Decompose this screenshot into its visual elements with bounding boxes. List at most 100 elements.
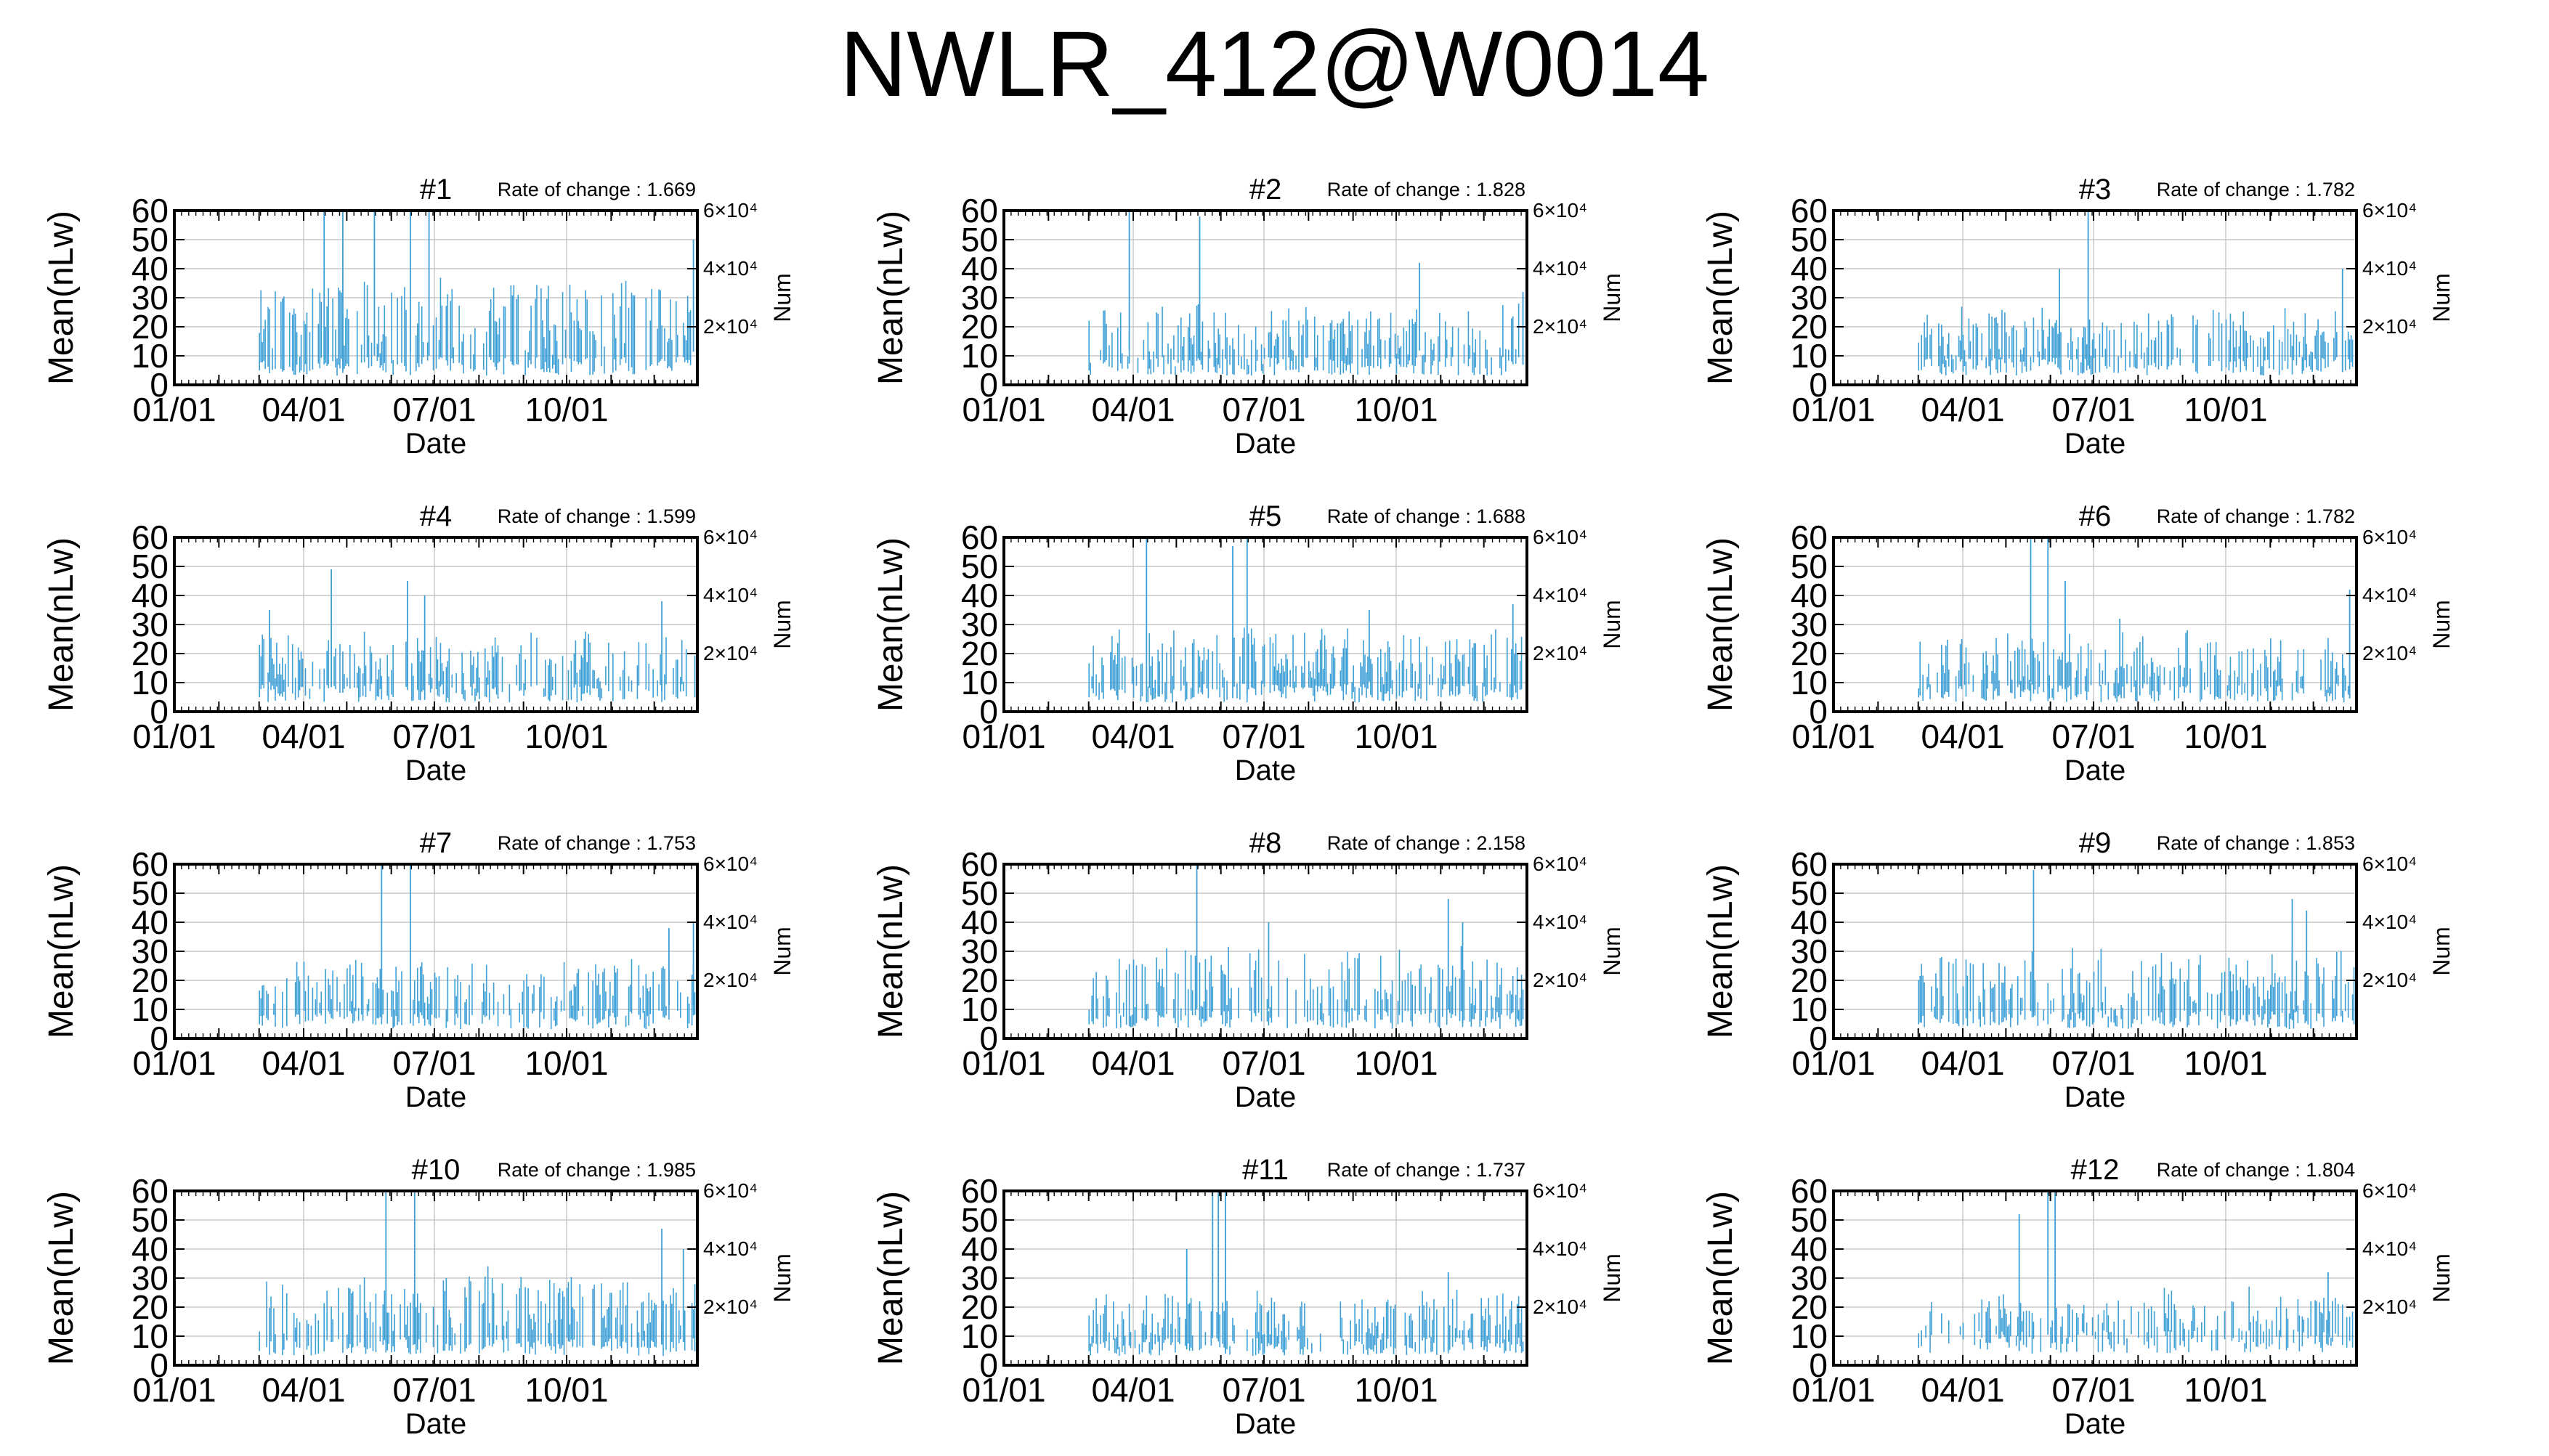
x-axis-label: Date xyxy=(2064,1408,2126,1440)
y2-tick-label: 4×10⁴ xyxy=(703,911,758,933)
y-tick-label: 60 xyxy=(131,192,169,229)
y-tick-label: 0 xyxy=(1809,1346,1828,1384)
y2-tick-label: 6×10⁴ xyxy=(1533,853,1587,875)
y-tick-label: 0 xyxy=(150,366,169,404)
y-tick-label: 30 xyxy=(961,279,998,317)
bar-series xyxy=(1088,211,1524,376)
y-tick-label: 10 xyxy=(131,1317,169,1355)
y2-tick-label: 4×10⁴ xyxy=(1533,911,1587,933)
y-tick-label: 0 xyxy=(1809,366,1828,404)
y-tick-label: 50 xyxy=(1791,1201,1828,1239)
y2-tick-label: 4×10⁴ xyxy=(1533,1237,1587,1260)
y-tick-label: 0 xyxy=(1809,1020,1828,1057)
x-axis-label: Date xyxy=(1235,755,1297,786)
x-axis-label: Date xyxy=(1235,1408,1297,1440)
x-axis-label: Date xyxy=(1235,1081,1297,1113)
rate-of-change-label: Rate of change : 1.737 xyxy=(1327,1159,1525,1181)
y-tick-label: 20 xyxy=(131,961,169,999)
rate-of-change-label: Rate of change : 1.985 xyxy=(498,1159,696,1181)
x-axis-label: Date xyxy=(2064,428,2126,460)
y-tick-label: 40 xyxy=(1791,903,1828,941)
x-axis-label: Date xyxy=(405,428,467,460)
y2-axis-label: Num xyxy=(1599,273,1625,322)
x-tick-label: 01/01 xyxy=(132,1371,216,1409)
y-tick-label: 30 xyxy=(131,279,169,317)
x-tick-label: 07/01 xyxy=(2051,717,2135,755)
x-tick-label: 01/01 xyxy=(962,717,1045,755)
panel-title: #2 xyxy=(1249,174,1282,206)
x-tick-label: 01/01 xyxy=(962,391,1045,428)
y-tick-label: 20 xyxy=(131,308,169,346)
y-tick-label: 10 xyxy=(1791,1317,1828,1355)
x-tick-label: 04/01 xyxy=(262,1371,345,1409)
y2-tick-label: 2×10⁴ xyxy=(1533,1296,1587,1318)
y2-tick-label: 6×10⁴ xyxy=(703,199,758,221)
y-tick-label: 20 xyxy=(131,635,169,672)
y2-axis-label: Num xyxy=(1599,1253,1625,1303)
x-tick-label: 07/01 xyxy=(392,391,476,428)
y2-tick-label: 2×10⁴ xyxy=(703,969,758,991)
y2-tick-label: 6×10⁴ xyxy=(2362,526,2417,548)
y2-axis-label: Num xyxy=(769,927,795,976)
y-tick-label: 60 xyxy=(961,845,998,883)
y-tick-label: 40 xyxy=(131,903,169,941)
y-axis-label: Mean(nLw) xyxy=(42,1191,81,1365)
bar-series xyxy=(1918,870,2355,1030)
y-tick-label: 0 xyxy=(150,1020,169,1057)
y2-tick-label: 2×10⁴ xyxy=(703,1296,758,1318)
y-tick-label: 10 xyxy=(1791,337,1828,375)
x-axis-label: Date xyxy=(405,755,467,786)
x-tick-label: 01/01 xyxy=(132,717,216,755)
y2-tick-label: 2×10⁴ xyxy=(1533,969,1587,991)
y2-tick-label: 2×10⁴ xyxy=(2362,1296,2417,1318)
y-tick-label: 50 xyxy=(961,548,998,585)
x-axis-label: Date xyxy=(2064,1081,2126,1113)
y-tick-label: 40 xyxy=(1791,250,1828,288)
y-tick-label: 30 xyxy=(961,606,998,643)
y2-tick-label: 4×10⁴ xyxy=(2362,911,2417,933)
x-tick-label: 10/01 xyxy=(2184,1371,2267,1409)
y-tick-label: 10 xyxy=(961,337,998,375)
rate-of-change-label: Rate of change : 1.782 xyxy=(2157,179,2355,200)
y-tick-label: 40 xyxy=(961,577,998,614)
x-tick-label: 10/01 xyxy=(524,1044,608,1082)
y2-tick-label: 2×10⁴ xyxy=(1533,642,1587,664)
y2-tick-label: 4×10⁴ xyxy=(2362,584,2417,606)
y-axis-label: Mean(nLw) xyxy=(1701,864,1740,1038)
y-tick-label: 10 xyxy=(131,664,169,701)
y2-tick-label: 6×10⁴ xyxy=(2362,199,2417,221)
y-tick-label: 50 xyxy=(961,874,998,912)
panel-title: #5 xyxy=(1249,500,1282,532)
y-tick-label: 50 xyxy=(1791,221,1828,259)
panel-title: #8 xyxy=(1249,827,1282,859)
panel-title: #11 xyxy=(1242,1154,1289,1186)
y-axis-label: Mean(nLw) xyxy=(1701,211,1740,385)
panel-title: #9 xyxy=(2079,827,2112,859)
x-tick-label: 07/01 xyxy=(1222,391,1305,428)
y2-axis-label: Num xyxy=(2428,927,2455,976)
y-tick-label: 30 xyxy=(131,606,169,643)
bar-series xyxy=(259,211,694,376)
y-tick-label: 60 xyxy=(131,845,169,883)
x-tick-label: 07/01 xyxy=(392,1044,476,1082)
rate-of-change-label: Rate of change : 1.753 xyxy=(498,832,696,854)
y-tick-label: 30 xyxy=(1791,1259,1828,1297)
y-tick-label: 20 xyxy=(1791,308,1828,346)
y2-tick-label: 2×10⁴ xyxy=(2362,642,2417,664)
y-axis-label: Mean(nLw) xyxy=(42,211,81,385)
y2-axis-label: Num xyxy=(2428,600,2455,649)
x-tick-label: 10/01 xyxy=(524,391,608,428)
x-axis-label: Date xyxy=(405,1408,467,1440)
y-axis-label: Mean(nLw) xyxy=(42,864,81,1038)
x-tick-label: 01/01 xyxy=(132,1044,216,1082)
x-tick-label: 01/01 xyxy=(132,391,216,428)
y-tick-label: 40 xyxy=(961,250,998,288)
y-tick-label: 40 xyxy=(961,903,998,941)
y-tick-label: 50 xyxy=(131,1201,169,1239)
y2-tick-label: 6×10⁴ xyxy=(1533,1179,1587,1202)
y-tick-label: 10 xyxy=(131,337,169,375)
